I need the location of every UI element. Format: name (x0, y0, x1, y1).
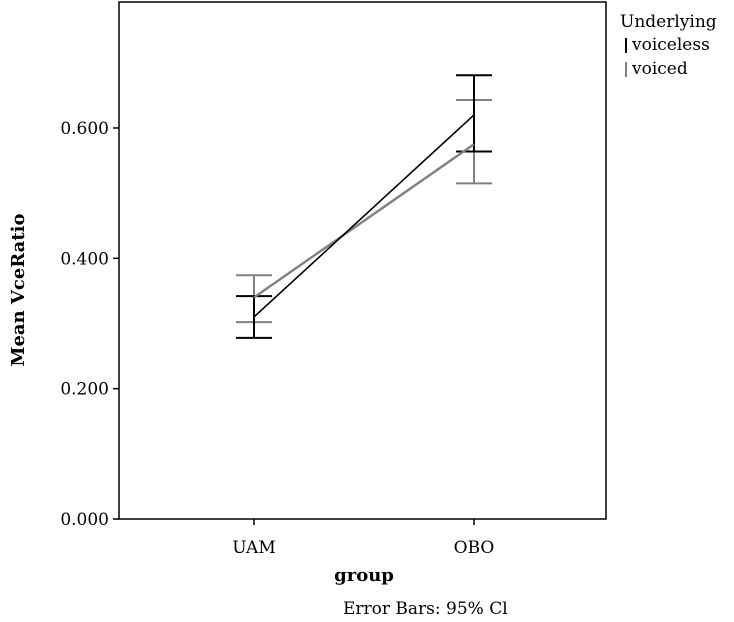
error-bars-note: Error Bars: 95% Cl (343, 599, 508, 619)
series-layer (236, 74, 492, 339)
legend: Underlying voiceless voiced (620, 12, 717, 79)
legend-label-voiceless: voiceless (631, 35, 710, 55)
y-tick-label: 0.400 (60, 249, 109, 269)
legend-label-voiced: voiced (631, 59, 688, 79)
x-axis: UAM OBO (232, 519, 494, 558)
y-tick-label: 0.200 (60, 380, 109, 400)
series-line-voiceless (253, 114, 475, 318)
series-line-voiced (253, 143, 475, 299)
y-axis-title: Mean VceRatio (8, 214, 29, 367)
legend-title: Underlying (620, 12, 717, 32)
x-axis-title: group (334, 565, 394, 586)
plot-frame (118, 1, 607, 520)
x-tick-label: OBO (454, 538, 495, 558)
y-tick-label: 0.000 (60, 510, 109, 530)
legend-items: voiceless voiced (625, 35, 710, 79)
y-tick-label: 0.600 (60, 119, 109, 139)
y-axis: 0.000 0.200 0.400 0.600 (60, 119, 119, 530)
x-tick-label: UAM (232, 538, 276, 558)
plot-area-border (118, 1, 607, 520)
